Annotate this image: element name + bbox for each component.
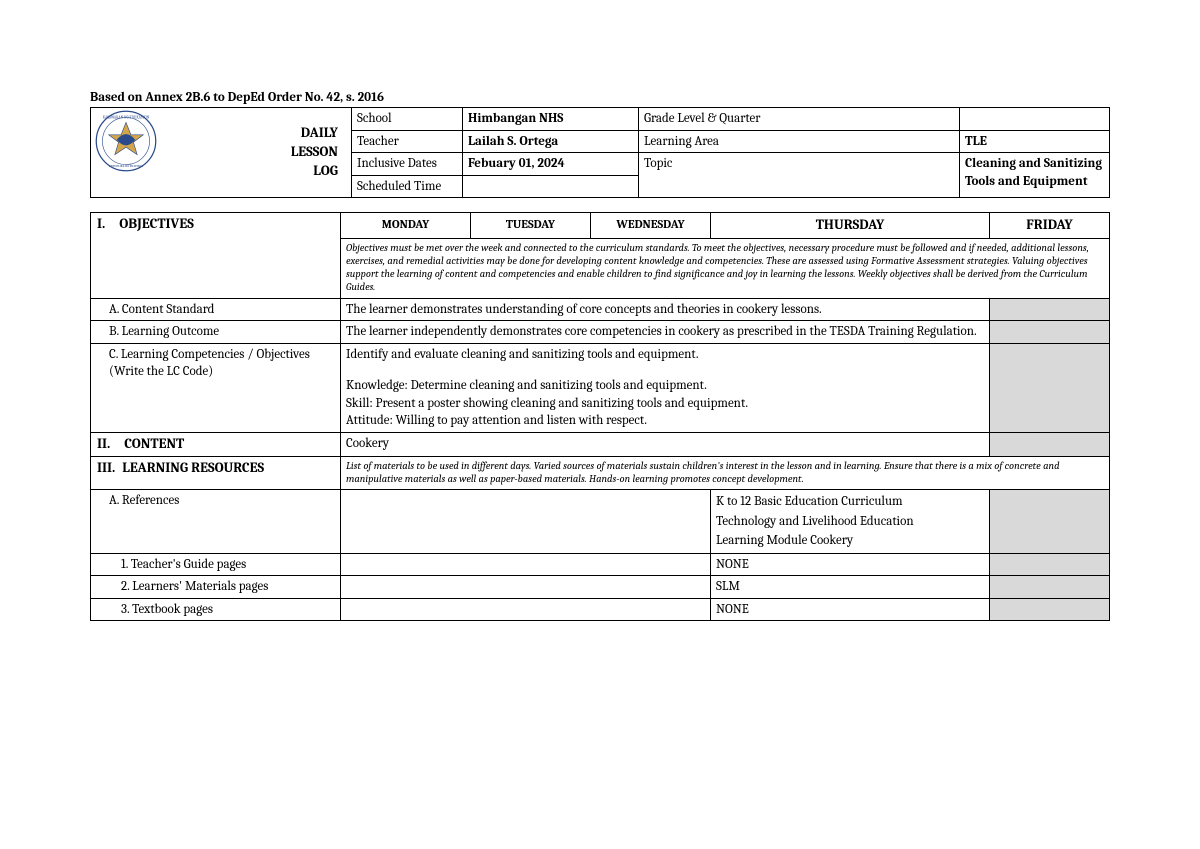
topic-label: Topic — [639, 153, 960, 198]
competencies-label: C. Learning Competencies / Objectives (W… — [91, 343, 341, 432]
learners-materials-blank — [341, 576, 711, 599]
learners-materials-text: SLM — [711, 576, 990, 599]
friday-cell — [990, 553, 1110, 576]
time-value — [463, 175, 639, 198]
grade-value — [960, 108, 1110, 131]
objectives-note: Objectives must be met over the week and… — [341, 239, 1110, 299]
content-heading: II. CONTENT — [91, 432, 341, 456]
day-wednesday: WEDNESDAY — [591, 213, 711, 239]
dates-value: Febuary 01, 2024 — [463, 153, 639, 176]
day-thursday: THURSDAY — [711, 213, 990, 239]
references-blank — [341, 490, 711, 554]
learning-outcome-label: B. Learning Outcome — [91, 321, 341, 344]
references-label: A. References — [91, 490, 341, 554]
friday-cell — [990, 298, 1110, 321]
topic-value: Cleaning and Sanitizing Tools and Equipm… — [960, 153, 1110, 198]
references-line3: Learning Module Cookery — [716, 531, 984, 551]
svg-text:KAGAWARAN NG EDUKASYON: KAGAWARAN NG EDUKASYON — [103, 116, 150, 120]
objectives-heading: I. OBJECTIVES — [91, 213, 341, 298]
day-monday: MONDAY — [341, 213, 471, 239]
friday-cell — [990, 490, 1110, 554]
grade-label: Grade Level & Quarter — [639, 108, 960, 131]
friday-cell — [990, 598, 1110, 621]
content-standard-label: A. Content Standard — [91, 298, 341, 321]
dates-label: Inclusive Dates — [352, 153, 463, 176]
teachers-guide-blank — [341, 553, 711, 576]
teachers-guide-text: NONE — [711, 553, 990, 576]
learners-materials-label: 2. Learners' Materials pages — [91, 576, 341, 599]
teacher-value: Lailah S. Ortega — [463, 130, 639, 153]
textbook-blank — [341, 598, 711, 621]
competencies-line1: Identify and evaluate cleaning and sanit… — [346, 346, 984, 364]
deped-logo: KAGAWARAN NG EDUKASYON REPUBLIKA NG PILI… — [95, 110, 157, 172]
teachers-guide-label: 1. Teacher's Guide pages — [91, 553, 341, 576]
references-line2: Technology and Livelihood Education — [716, 512, 984, 532]
day-tuesday: TUESDAY — [471, 213, 591, 239]
content-text: Cookery — [341, 432, 990, 456]
friday-cell — [990, 321, 1110, 344]
competencies-line3: Skill: Present a poster showing cleaning… — [346, 395, 984, 413]
header-table: KAGAWARAN NG EDUKASYON REPUBLIKA NG PILI… — [90, 107, 1110, 198]
resources-note: List of materials to be used in differen… — [341, 456, 1110, 489]
logo-title-cell: KAGAWARAN NG EDUKASYON REPUBLIKA NG PILI… — [91, 108, 352, 198]
area-label: Learning Area — [639, 130, 960, 153]
school-value: Himbangan NHS — [463, 108, 639, 131]
teacher-label: Teacher — [352, 130, 463, 153]
learning-outcome-text: The learner independently demonstrates c… — [341, 321, 990, 344]
lesson-table: I. OBJECTIVES MONDAY TUESDAY WEDNESDAY T… — [90, 212, 1110, 621]
annex-line: Based on Annex 2B.6 to DepEd Order No. 4… — [90, 90, 1110, 105]
competencies-line4: Attitude: Willing to pay attention and l… — [346, 412, 984, 430]
competencies-text: Identify and evaluate cleaning and sanit… — [341, 343, 990, 432]
friday-cell — [990, 576, 1110, 599]
friday-cell — [990, 432, 1110, 456]
day-friday: FRIDAY — [990, 213, 1110, 239]
content-standard-text: The learner demonstrates understanding o… — [341, 298, 990, 321]
textbook-text: NONE — [711, 598, 990, 621]
friday-cell — [990, 343, 1110, 432]
resources-heading: III. LEARNING RESOURCES — [91, 456, 341, 489]
area-value: TLE — [960, 130, 1110, 153]
school-label: School — [352, 108, 463, 131]
time-label: Scheduled Time — [352, 175, 463, 198]
references-line1: K to 12 Basic Education Curriculum — [716, 492, 984, 512]
references-text: K to 12 Basic Education Curriculum Techn… — [711, 490, 990, 554]
competencies-line2: Knowledge: Determine cleaning and saniti… — [346, 377, 984, 395]
textbook-label: 3. Textbook pages — [91, 598, 341, 621]
svg-text:REPUBLIKA NG PILIPINAS: REPUBLIKA NG PILIPINAS — [109, 164, 144, 168]
